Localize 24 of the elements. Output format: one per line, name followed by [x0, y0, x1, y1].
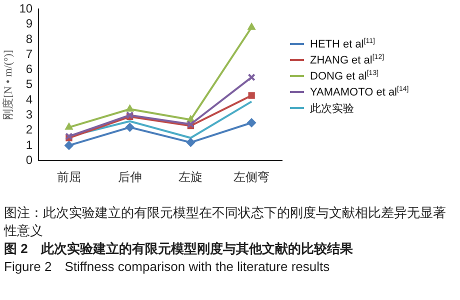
y-tick-label: 8	[26, 32, 33, 46]
text: 图注：此次实验建立的有限元模型在不同状态下的刚度与文献相比差异无显著性意义	[4, 204, 447, 240]
y-tick-label: 10	[19, 2, 33, 16]
legend-label: DONG et al$^{[13]}$	[310, 70, 379, 82]
y-axis-title: 刚度[N • m/(°)]	[1, 50, 14, 120]
y-tick-label: 2	[26, 122, 33, 137]
x-tick-label: 左侧弯	[234, 170, 270, 184]
x-tick-label: 前屈	[56, 170, 81, 184]
y-tick-label: 7	[26, 46, 33, 61]
text: Figure 2 Stiffness comparison with the literature results	[4, 258, 331, 276]
y-tick-label: 6	[26, 62, 33, 76]
legend-label: YAMAMOTO et al$^{[14]}$	[310, 86, 409, 98]
y-tick-label: 9	[26, 16, 33, 31]
y-tick-label: 5	[26, 77, 33, 92]
legend-label: HETH et al$^{[11]}$	[310, 38, 375, 50]
y-tick-label: 4	[26, 92, 33, 106]
legend-label: ZHANG et al$^{[12]}$	[310, 54, 384, 66]
x-tick-label: 后伸	[118, 170, 142, 184]
y-tick-label: 0	[26, 152, 33, 167]
x-tick-label: 左旋	[178, 170, 203, 184]
y-tick-label: 3	[26, 107, 33, 122]
text: 图 2 此次实验建立的有限元模型刚度与其他文献的比较结果	[4, 240, 354, 258]
legend-label: 此次实验	[310, 102, 354, 116]
y-tick-label: 1	[26, 138, 33, 152]
